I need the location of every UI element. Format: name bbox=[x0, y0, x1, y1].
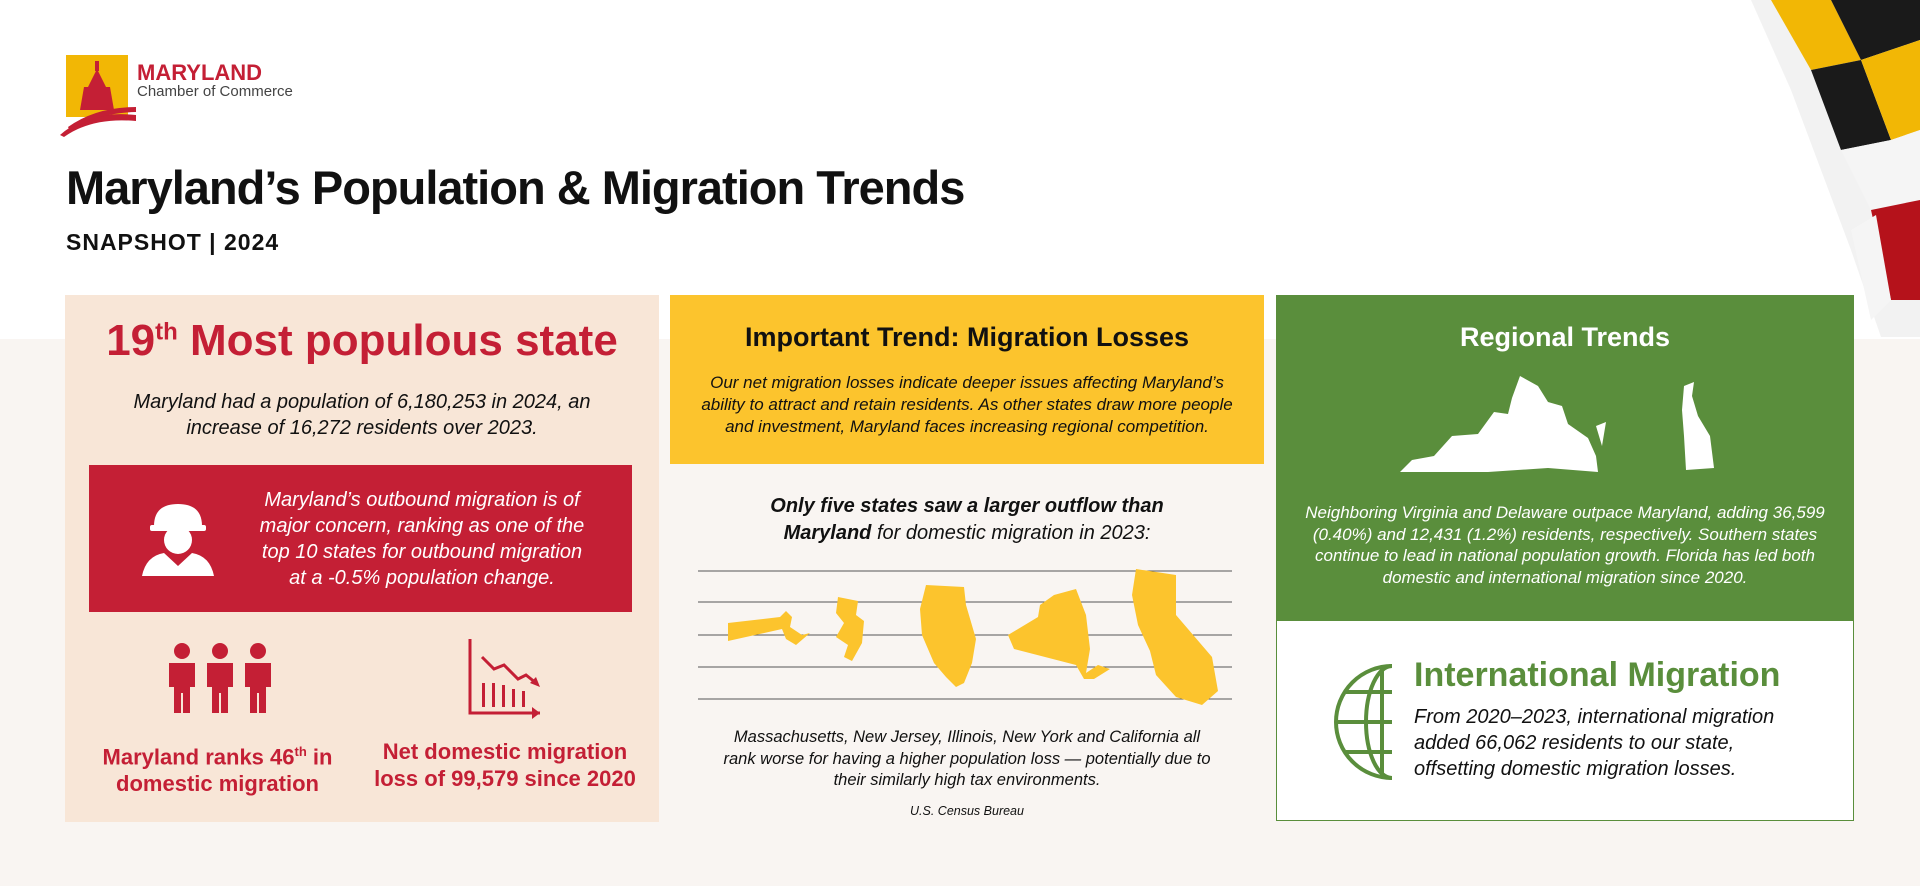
logo-icon bbox=[60, 55, 136, 137]
international-heading: International Migration bbox=[1414, 656, 1781, 694]
virginia bbox=[1400, 376, 1598, 472]
rank-stat: Maryland ranks 46th in domestic migratio… bbox=[90, 738, 345, 797]
source: U.S. Census Bureau bbox=[910, 804, 1024, 818]
new-york bbox=[1008, 589, 1110, 679]
population-summary: Maryland had a population of 6,180,253 i… bbox=[133, 391, 591, 439]
migration-header-box bbox=[670, 295, 1264, 464]
massachusetts bbox=[728, 611, 810, 645]
loss-stat: Net domestic migration loss of 99,579 si… bbox=[374, 739, 636, 791]
rank-stat-suffix: th bbox=[294, 744, 307, 759]
page-title: Maryland’s Population & Migration Trends bbox=[66, 161, 965, 214]
logo-subtitle: Chamber of Commerce bbox=[137, 83, 293, 100]
rank-suffix: th bbox=[155, 318, 178, 346]
migration-heading: Important Trend: Migration Losses bbox=[744, 322, 1190, 352]
people-icon bbox=[169, 643, 271, 713]
states-graphic bbox=[698, 569, 1232, 705]
california bbox=[1132, 569, 1218, 705]
flag-decoration bbox=[1751, 0, 1920, 337]
worker-icon bbox=[142, 504, 214, 576]
decline-chart-icon bbox=[468, 639, 540, 719]
migration-intro: Our net migration losses indicate deeper… bbox=[701, 373, 1233, 436]
chart-heading: Only five states saw a larger outflow th… bbox=[750, 493, 1184, 547]
chart-heading-rest: for domestic migration in 2023: bbox=[876, 522, 1151, 544]
logo-name: MARYLAND bbox=[137, 60, 263, 85]
rank-stat-end: in domestic migration bbox=[116, 744, 333, 797]
migration-note: Massachusetts, New Jersey, Illinois, New… bbox=[723, 728, 1211, 789]
population-heading: 19th Most populous state bbox=[65, 316, 659, 366]
illinois bbox=[920, 585, 976, 687]
rank-stat-start: Maryland ranks 46 bbox=[102, 744, 295, 770]
delaware bbox=[1682, 382, 1714, 470]
virginia-shore bbox=[1596, 422, 1606, 446]
globe-icon bbox=[1334, 664, 1393, 780]
regional-body: Neighboring Virginia and Delaware outpac… bbox=[1305, 503, 1825, 587]
callout-text: Maryland’s outbound migration is of majo… bbox=[259, 489, 585, 589]
heading-text: Most populous state bbox=[190, 316, 618, 365]
international-body: From 2020–2023, international migration … bbox=[1414, 706, 1775, 780]
regional-states-graphic bbox=[1400, 376, 1714, 472]
chart-heading-bold: Only five states saw a larger outflow th… bbox=[770, 495, 1164, 544]
page-subtitle: SNAPSHOT | 2024 bbox=[66, 229, 280, 255]
rank-number: 19 bbox=[106, 316, 156, 365]
new-jersey bbox=[836, 597, 864, 661]
regional-heading: Regional Trends bbox=[1459, 322, 1671, 352]
